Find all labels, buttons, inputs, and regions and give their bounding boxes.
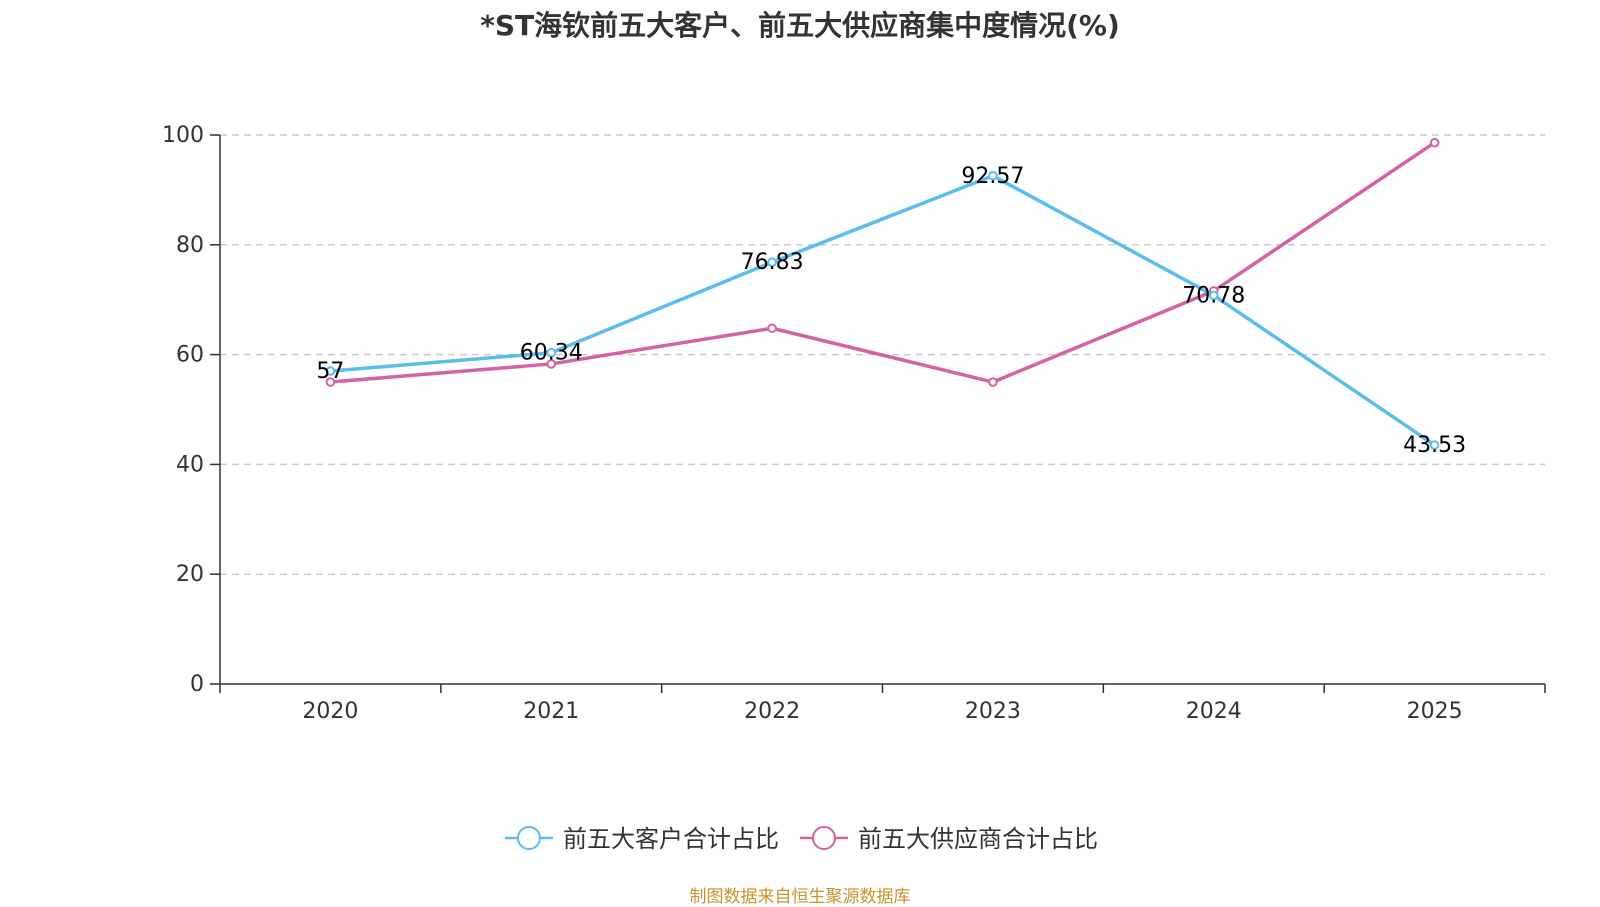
x-tick-label: 2020 bbox=[302, 699, 358, 724]
legend-item-suppliers: 前五大供应商合计占比 bbox=[800, 825, 1098, 853]
series bbox=[325, 137, 1440, 450]
x-tick-label: 2021 bbox=[523, 699, 579, 724]
data-point-suppliers bbox=[988, 377, 998, 387]
legend-label: 前五大供应商合计占比 bbox=[858, 825, 1098, 853]
data-point-customers bbox=[325, 366, 336, 376]
y-tick-label: 100 bbox=[162, 123, 204, 148]
data-point-suppliers bbox=[546, 359, 557, 369]
legend-label: 前五大客户合计占比 bbox=[563, 825, 779, 853]
legend-item-customers: 前五大客户合计占比 bbox=[505, 825, 779, 853]
y-tick-label: 40 bbox=[176, 452, 204, 477]
data-point-customers bbox=[767, 257, 777, 268]
x-tick-label: 2025 bbox=[1407, 699, 1463, 724]
data-point-suppliers bbox=[767, 323, 777, 334]
source-note: 制图数据来自恒生聚源数据库 bbox=[689, 887, 911, 907]
y-tick-label: 20 bbox=[176, 562, 204, 587]
data-point-customers bbox=[988, 170, 998, 181]
legend-marker bbox=[812, 826, 836, 850]
data-label: 76.83 bbox=[741, 250, 804, 275]
data-point-customers bbox=[1429, 440, 1440, 450]
x-tick-label: 2024 bbox=[1186, 699, 1242, 724]
data-point-suppliers bbox=[1429, 137, 1440, 148]
series-line-suppliers bbox=[330, 141, 1436, 384]
data-point-customers bbox=[1208, 290, 1219, 301]
legend-marker bbox=[517, 826, 541, 850]
data-labels: 57 60.34 76.83 92.57 70.78 43.53 bbox=[316, 164, 1466, 458]
data-label: 92.57 bbox=[961, 164, 1024, 189]
data-point-customers bbox=[546, 347, 557, 358]
chart-title: *ST海钦前五大客户、前五大供应商集中度情况(%) bbox=[480, 9, 1120, 42]
x-tick-label: 2022 bbox=[744, 699, 800, 724]
data-label: 43.53 bbox=[1403, 433, 1466, 458]
data-label: 70.78 bbox=[1182, 283, 1245, 308]
legend: 前五大客户合计占比 前五大供应商合计占比 bbox=[505, 825, 1098, 853]
series-line-customers bbox=[330, 174, 1436, 447]
x-tick-label: 2023 bbox=[965, 699, 1021, 724]
axes: 0 20 40 60 80 100 2020 2021 2022 2023 2024 2025 bbox=[162, 123, 1546, 724]
y-tick-label: 0 bbox=[190, 672, 204, 697]
data-label: 57 bbox=[316, 359, 344, 384]
data-label: 60.34 bbox=[520, 341, 583, 366]
y-tick-label: 80 bbox=[176, 233, 204, 258]
y-tick-label: 60 bbox=[176, 343, 204, 368]
data-point-suppliers bbox=[325, 377, 336, 387]
